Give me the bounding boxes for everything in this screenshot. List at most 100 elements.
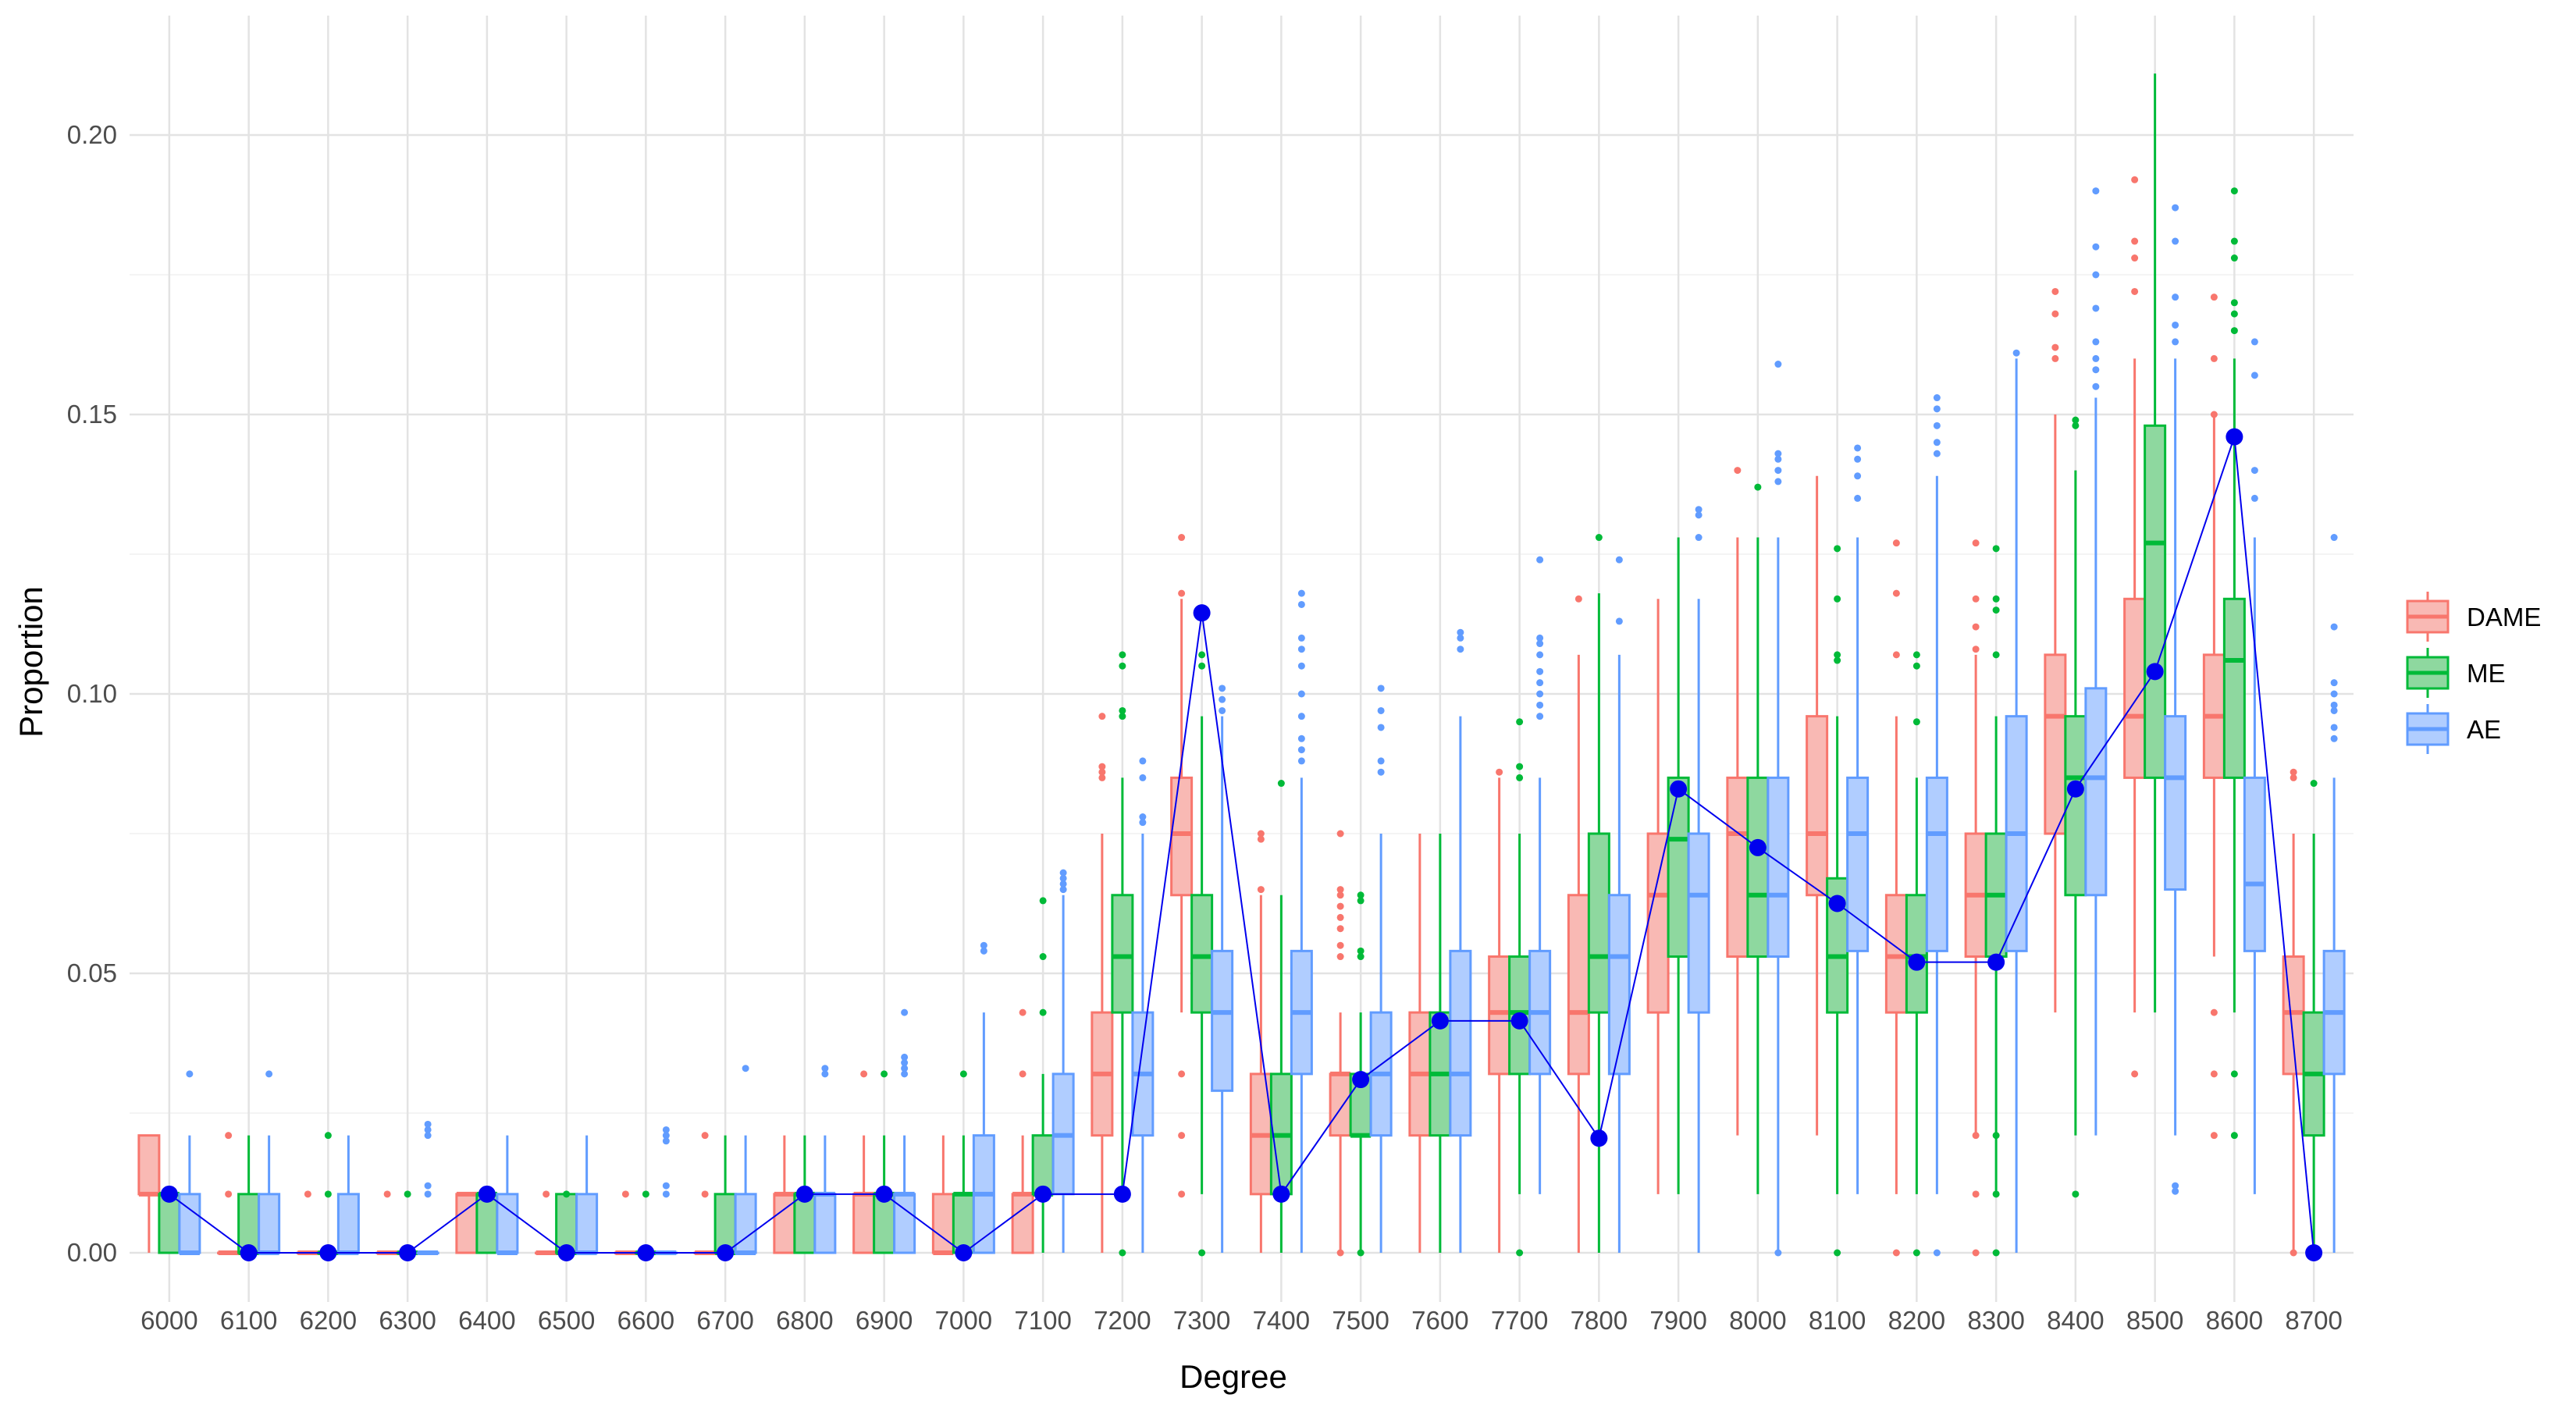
outlier-point	[2230, 327, 2238, 335]
box-ae	[813, 1065, 837, 1254]
overlay-point	[1749, 838, 1767, 856]
x-tick-label: 7700	[1491, 1306, 1548, 1335]
overlay-point	[2066, 780, 2084, 798]
outlier-point	[1595, 534, 1603, 542]
outlier-point	[1536, 667, 1544, 675]
box-ae	[2243, 338, 2266, 1194]
outlier-point	[424, 1132, 432, 1140]
overlay-point	[557, 1244, 575, 1261]
x-tick-label: 7900	[1649, 1306, 1706, 1335]
outlier-point	[1219, 706, 1226, 714]
y-tick-label: 0.00	[67, 1238, 117, 1267]
outlier-point	[1972, 1190, 1980, 1198]
box-body	[2164, 715, 2187, 891]
outlier-point	[1178, 1132, 1186, 1140]
legend: DAME ME AE	[2406, 592, 2541, 754]
box-dame	[1488, 768, 1511, 1253]
outlier-point	[1139, 813, 1147, 821]
outlier-point	[2072, 422, 2080, 429]
outlier-point	[2092, 304, 2100, 312]
box-dame	[1408, 834, 1432, 1253]
outlier-point	[2092, 338, 2100, 346]
outlier-point	[2330, 706, 2338, 714]
outlier-point	[2092, 271, 2100, 279]
box-me	[237, 1135, 261, 1255]
outlier-point	[1972, 623, 1980, 631]
outlier-point	[1277, 780, 1285, 788]
box-ae	[2164, 204, 2187, 1195]
outlier-point	[980, 941, 987, 949]
outlier-point	[1297, 646, 1305, 653]
box-body	[2044, 653, 2067, 835]
outlier-point	[1536, 679, 1544, 687]
outlier-point	[1933, 439, 1941, 446]
overlay-point	[1828, 895, 1846, 912]
outlier-point	[2230, 299, 2238, 307]
outlier-point	[1336, 830, 1344, 838]
outlier-point	[2131, 254, 2139, 262]
outlier-point	[2131, 237, 2139, 245]
outlier-point	[1336, 886, 1344, 894]
outlier-point	[2230, 310, 2238, 318]
outlier-point	[1098, 713, 1106, 720]
outlier-point	[1933, 1249, 1941, 1257]
legend-item-dame: DAME	[2406, 592, 2541, 642]
box-body	[1646, 832, 1670, 1014]
box-me	[1667, 537, 1690, 1194]
outlier-point	[1516, 718, 1524, 726]
box-dame	[2123, 176, 2147, 1078]
x-tick-label: 7600	[1411, 1306, 1468, 1335]
x-tick-label: 8300	[1967, 1306, 2024, 1335]
outlier-point	[2230, 237, 2238, 245]
box-body	[237, 1193, 261, 1254]
outlier-point	[1457, 628, 1464, 636]
outlier-point	[2172, 338, 2179, 346]
overlay-point	[319, 1244, 337, 1261]
box-body	[1687, 832, 1710, 1014]
outlier-point	[2210, 411, 2218, 418]
outlier-point	[2072, 1190, 2080, 1198]
outlier-point	[1257, 835, 1265, 843]
legend-item-me: ME	[2406, 648, 2506, 698]
box-body	[952, 1193, 975, 1254]
box-me	[2064, 416, 2087, 1198]
outlier-point	[1336, 913, 1344, 921]
box-ae	[1369, 685, 1393, 1253]
outlier-point	[1039, 1008, 1047, 1016]
outlier-point	[1119, 651, 1126, 659]
outlier-point	[2210, 1008, 2218, 1016]
x-tick-label: 6900	[856, 1306, 913, 1335]
outlier-point	[1972, 595, 1980, 603]
outlier-point	[1992, 651, 2000, 659]
outlier-point	[2092, 354, 2100, 362]
outlier-point	[1257, 830, 1265, 838]
outlier-point	[1972, 539, 1980, 547]
outlier-point	[563, 1190, 571, 1198]
box-ae	[416, 1120, 439, 1255]
box-ae	[2084, 187, 2108, 1136]
outlier-point	[2310, 780, 2318, 788]
box-ae	[1449, 628, 1472, 1253]
outlier-point	[1178, 1190, 1186, 1198]
overlay-point	[1113, 1185, 1131, 1203]
outlier-point	[1912, 718, 1920, 726]
outlier-point	[2230, 187, 2238, 195]
outlier-point	[1536, 556, 1544, 564]
x-tick-label: 6200	[300, 1306, 357, 1335]
outlier-point	[662, 1126, 670, 1133]
outlier-point	[1536, 634, 1544, 642]
outlier-point	[1377, 724, 1385, 731]
overlay-point	[1352, 1071, 1370, 1089]
x-tick-label: 7300	[1173, 1306, 1230, 1335]
outlier-point	[1297, 757, 1305, 765]
box-dame	[1884, 539, 1908, 1257]
box-body	[813, 1193, 837, 1254]
outlier-point	[2330, 690, 2338, 698]
outlier-point	[1774, 1249, 1782, 1257]
x-tick-label: 8700	[2285, 1306, 2342, 1335]
outlier-point	[1695, 534, 1703, 542]
outlier-point	[701, 1132, 709, 1140]
outlier-point	[2230, 254, 2238, 262]
outlier-point	[2131, 1070, 2139, 1078]
outlier-point	[1059, 869, 1067, 877]
